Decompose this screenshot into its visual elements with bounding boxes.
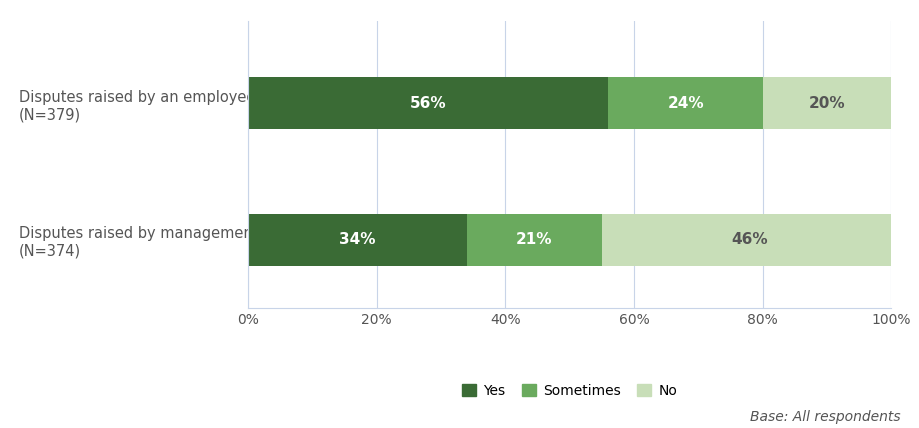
Text: 24%: 24% bbox=[667, 96, 704, 111]
Text: 46%: 46% bbox=[732, 232, 768, 247]
Bar bbox=[602, 214, 898, 266]
Bar bbox=[248, 77, 608, 129]
Text: 21%: 21% bbox=[516, 232, 552, 247]
Bar bbox=[763, 77, 891, 129]
Bar bbox=[248, 214, 467, 266]
Text: 34%: 34% bbox=[339, 232, 376, 247]
Bar bbox=[608, 77, 763, 129]
Text: 20%: 20% bbox=[809, 96, 845, 111]
Legend: Yes, Sometimes, No: Yes, Sometimes, No bbox=[457, 378, 683, 403]
Bar bbox=[467, 214, 602, 266]
Text: Base: All respondents: Base: All respondents bbox=[750, 410, 901, 424]
Text: 56%: 56% bbox=[410, 96, 447, 111]
